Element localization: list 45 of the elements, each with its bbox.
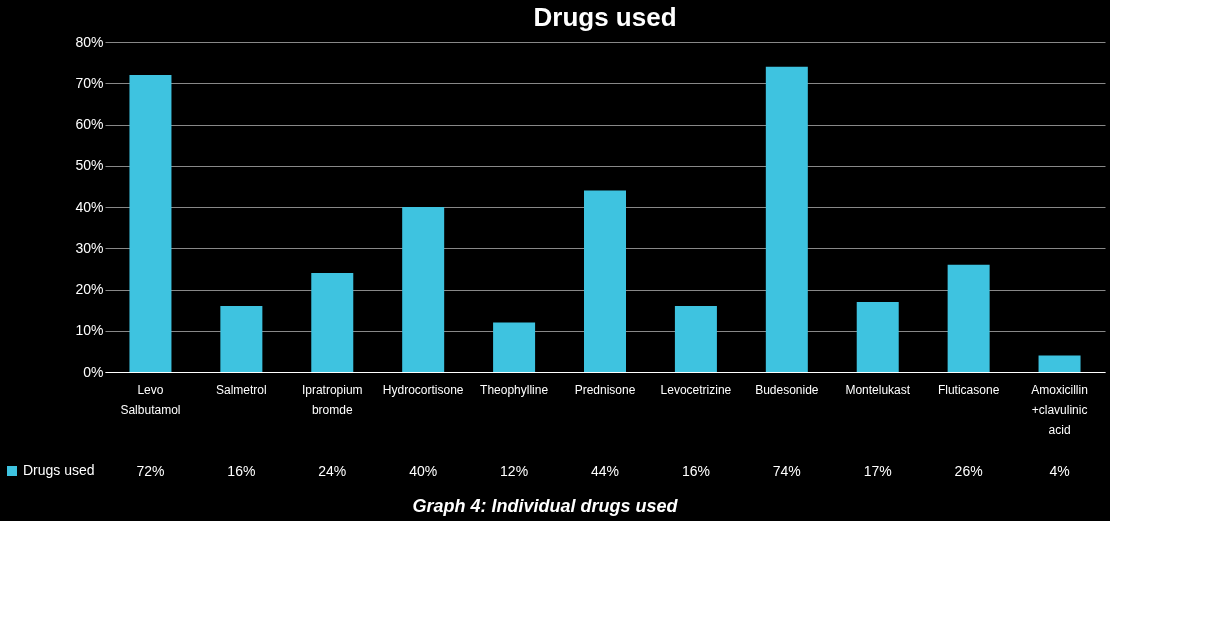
bar — [856, 301, 899, 372]
bar — [311, 273, 354, 372]
chart-title: Drugs used — [533, 2, 677, 32]
y-tick-label: 70% — [75, 74, 104, 91]
y-tick-label: 40% — [75, 198, 104, 215]
x-tick-label: Levo Salbutamol — [120, 382, 181, 417]
x-tick-label: Ipratropium bromde — [301, 382, 363, 417]
data-label: 17% — [863, 463, 892, 479]
legend-label: Drugs used — [23, 462, 95, 478]
x-tick-label: Theophylline — [480, 382, 549, 397]
x-tick-label: Montelukast — [845, 382, 911, 397]
x-tick-label: Hydrocortisone — [382, 382, 464, 397]
bar — [584, 190, 626, 372]
y-tick-label: 80% — [75, 33, 104, 50]
bar — [674, 306, 717, 372]
bar — [220, 306, 263, 372]
data-label: 24% — [318, 463, 347, 479]
x-tick-label: Levocetrizine — [660, 382, 732, 397]
data-label: 12% — [500, 463, 529, 479]
data-label: 16% — [681, 463, 710, 479]
y-tick-label: 20% — [75, 281, 104, 297]
data-label: 26% — [954, 463, 983, 479]
x-tick-label: Amoxicillin +clavulinic acid — [1031, 382, 1088, 437]
x-tick-label: Budesonide — [755, 382, 819, 397]
bar — [765, 66, 808, 372]
y-tick-label: 50% — [75, 157, 104, 174]
data-label: 72% — [136, 463, 165, 479]
y-tick-label: 30% — [75, 239, 104, 256]
bar — [493, 322, 536, 372]
data-label: 4% — [1049, 463, 1070, 479]
data-label: 16% — [227, 463, 256, 479]
bar — [947, 264, 990, 372]
y-tick-label: 0% — [83, 363, 104, 380]
x-tick-label: Salmetrol — [216, 382, 267, 397]
bar — [129, 75, 172, 372]
y-tick-label: 10% — [75, 322, 104, 339]
y-tick-label: 60% — [75, 116, 104, 132]
data-label: 44% — [590, 463, 620, 479]
data-label: 40% — [409, 463, 438, 479]
x-tick-label: Prednisone — [574, 382, 636, 397]
bar — [1038, 355, 1081, 372]
x-tick-label: Fluticasone — [937, 382, 1000, 397]
caption: Graph 4: Individual drugs used — [412, 496, 679, 516]
data-label: 74% — [772, 463, 801, 479]
bar — [402, 207, 445, 372]
